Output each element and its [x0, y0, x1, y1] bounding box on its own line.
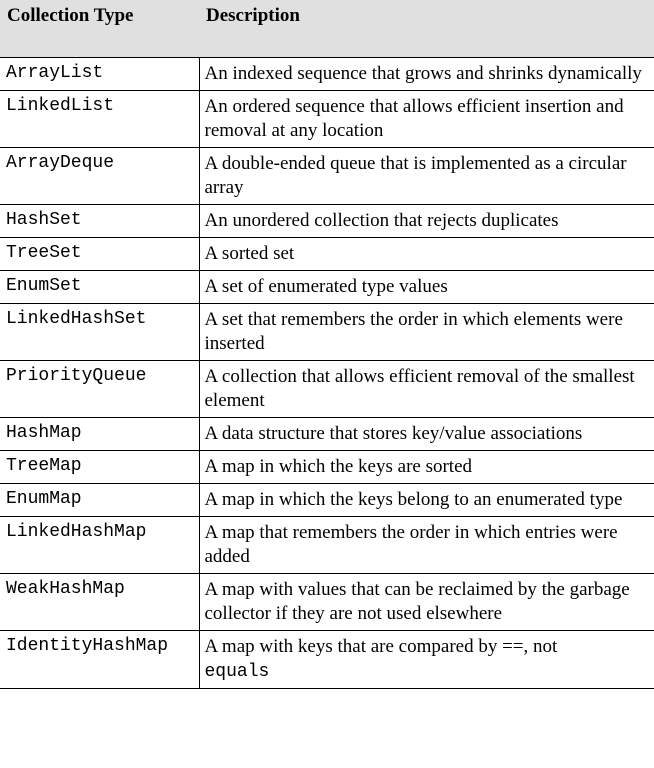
collection-type-cell: PriorityQueue	[0, 359, 199, 417]
table-row: EnumMap A map in which the keys belong t…	[0, 482, 654, 516]
description-cell: A map in which the keys belong to an enu…	[198, 482, 654, 516]
table-row: HashSet An unordered collection that rej…	[0, 203, 654, 237]
table-row: LinkedHashSet A set that remembers the o…	[0, 302, 654, 360]
table-row: TreeMap A map in which the keys are sort…	[0, 449, 654, 483]
table-row: ArrayDeque A double-ended queue that is …	[0, 146, 654, 204]
collection-type-cell: EnumSet	[0, 269, 199, 303]
collection-type-cell: EnumMap	[0, 482, 199, 516]
table-header-row: Collection Type Description	[0, 0, 654, 57]
description-cell: A map that remembers the order in which …	[198, 515, 654, 573]
collection-type-cell: TreeMap	[0, 449, 199, 483]
collection-type-cell: LinkedHashSet	[0, 302, 199, 360]
description-cell: A map with values that can be reclaimed …	[198, 572, 654, 630]
collection-type-cell: IdentityHashMap	[0, 629, 199, 689]
description-cell: A map with keys that are compared by ==,…	[198, 629, 654, 689]
collection-type-cell: HashSet	[0, 203, 199, 237]
table-row: EnumSet A set of enumerated type values	[0, 269, 654, 303]
description-text: A map with keys that are compared by ==,…	[204, 635, 558, 657]
collection-type-cell: LinkedHashMap	[0, 515, 199, 573]
table-row: HashMap A data structure that stores key…	[0, 416, 654, 450]
description-cell: A double-ended queue that is implemented…	[198, 146, 654, 204]
table-row: ArrayList An indexed sequence that grows…	[0, 56, 654, 90]
description-cell: A sorted set	[198, 236, 654, 270]
description-cell: A map in which the keys are sorted	[198, 449, 654, 483]
collection-type-cell: HashMap	[0, 416, 199, 450]
collection-type-cell: LinkedList	[0, 89, 199, 147]
header-description: Description	[199, 0, 654, 57]
description-cell: A set of enumerated type values	[198, 269, 654, 303]
header-collection-type: Collection Type	[0, 0, 199, 57]
description-cell: An unordered collection that rejects dup…	[198, 203, 654, 237]
collection-type-cell: WeakHashMap	[0, 572, 199, 630]
collection-type-cell: TreeSet	[0, 236, 199, 270]
table-row: PriorityQueue A collection that allows e…	[0, 359, 654, 417]
description-cell: A collection that allows efficient remov…	[198, 359, 654, 417]
description-cell: A set that remembers the order in which …	[198, 302, 654, 360]
table-row: TreeSet A sorted set	[0, 236, 654, 270]
table-row: IdentityHashMap A map with keys that are…	[0, 629, 654, 689]
description-cell: An indexed sequence that grows and shrin…	[198, 56, 654, 90]
collection-types-table: Collection Type Description ArrayList An…	[0, 0, 654, 689]
description-code: equals	[204, 661, 270, 682]
table-row: LinkedHashMap A map that remembers the o…	[0, 515, 654, 573]
collection-type-cell: ArrayDeque	[0, 146, 199, 204]
collection-type-cell: ArrayList	[0, 56, 199, 90]
description-cell: An ordered sequence that allows efficien…	[198, 89, 654, 147]
description-cell: A data structure that stores key/value a…	[198, 416, 654, 450]
table-row: WeakHashMap A map with values that can b…	[0, 572, 654, 630]
table-row: LinkedList An ordered sequence that allo…	[0, 89, 654, 147]
